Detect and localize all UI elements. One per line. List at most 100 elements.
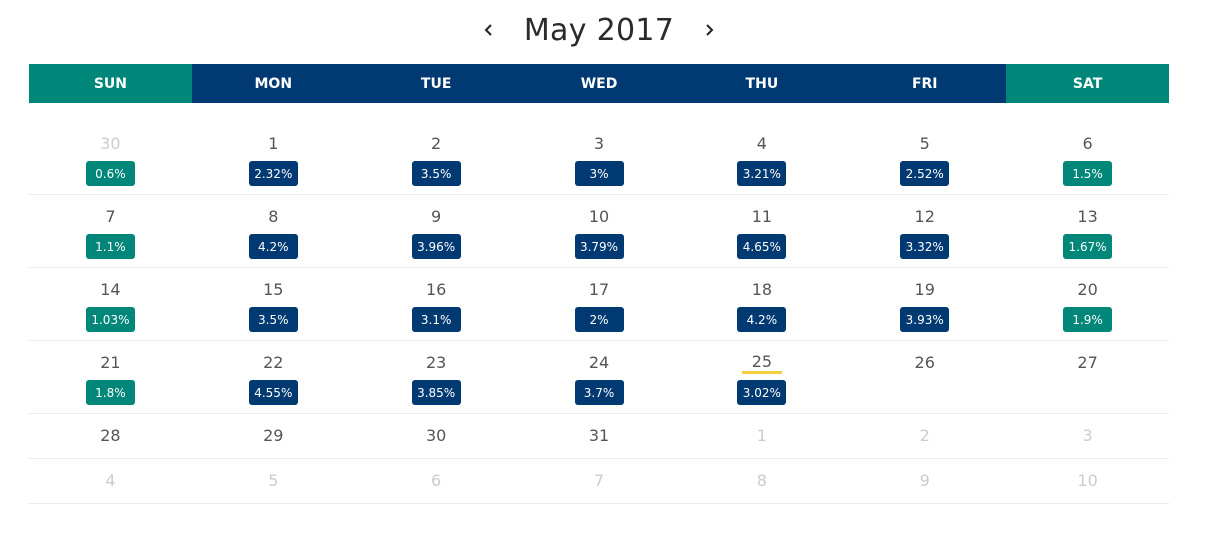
day-number: 31 (588, 426, 610, 445)
day-number: 1 (756, 426, 767, 445)
value-badge[interactable]: 4.2% (248, 234, 298, 259)
value-badge[interactable]: 3% (574, 161, 624, 186)
day-number: 9 (919, 471, 930, 490)
day-cell[interactable]: 21 1.8% (29, 341, 192, 413)
day-number: 8 (756, 471, 767, 490)
day-cell[interactable]: 4 3.21% (680, 122, 843, 194)
value-badge[interactable]: 3.96% (411, 234, 461, 259)
value-badge[interactable]: 3.21% (737, 161, 787, 186)
day-cell[interactable]: 7 (518, 459, 681, 503)
day-cell[interactable]: 15 3.5% (192, 268, 355, 340)
day-cell[interactable]: 8 4.2% (192, 195, 355, 267)
day-number: 20 (1077, 280, 1098, 299)
week-row: 28 29 30 31 1 2 3 (29, 414, 1169, 459)
day-cell[interactable]: 26 (843, 341, 1006, 413)
day-cell[interactable]: 3 (1006, 414, 1169, 458)
day-cell[interactable]: 9 (843, 459, 1006, 503)
day-cell[interactable]: 28 (29, 414, 192, 458)
value-badge[interactable]: 3.79% (574, 234, 624, 259)
day-cell[interactable]: 19 3.93% (843, 268, 1006, 340)
day-cell[interactable]: 1 2.32% (192, 122, 355, 194)
day-cell[interactable]: 2 3.5% (355, 122, 518, 194)
day-cell[interactable]: 17 2% (518, 268, 681, 340)
value-badge[interactable]: 1.67% (1063, 234, 1113, 259)
day-cell[interactable]: 10 (1006, 459, 1169, 503)
day-number: 13 (1077, 207, 1098, 226)
day-number: 5 (268, 471, 279, 490)
day-number: 8 (268, 207, 279, 226)
chevron-left-icon (484, 24, 492, 36)
day-cell[interactable]: 30 0.6% (29, 122, 192, 194)
week-row: 4 5 6 7 8 9 10 (29, 459, 1169, 504)
day-cell[interactable]: 20 1.9% (1006, 268, 1169, 340)
value-badge[interactable]: 3.5% (248, 307, 298, 332)
value-badge[interactable]: 1.1% (85, 234, 135, 259)
weekday-mon: MON (191, 64, 355, 103)
day-cell[interactable]: 5 (192, 459, 355, 503)
day-number: 6 (1082, 134, 1093, 153)
value-badge[interactable]: 3.85% (411, 380, 461, 405)
week-row: 7 1.1% 8 4.2% 9 3.96% 10 3.79% 11 4.65% 12 3.32% 13 1… (29, 195, 1169, 268)
day-cell[interactable]: 29 (192, 414, 355, 458)
value-badge[interactable]: 2% (574, 307, 624, 332)
day-cell[interactable]: 12 3.32% (843, 195, 1006, 267)
value-badge[interactable]: 4.2% (737, 307, 787, 332)
day-cell[interactable]: 30 (355, 414, 518, 458)
value-badge[interactable]: 3.93% (900, 307, 950, 332)
value-badge[interactable]: 3.1% (411, 307, 461, 332)
day-cell[interactable]: 22 4.55% (192, 341, 355, 413)
day-number: 9 (431, 207, 442, 226)
day-cell[interactable]: 2 (843, 414, 1006, 458)
day-cell[interactable]: 10 3.79% (518, 195, 681, 267)
day-cell[interactable]: 18 4.2% (680, 268, 843, 340)
value-badge[interactable]: 2.52% (900, 161, 950, 186)
value-badge[interactable]: 3.5% (411, 161, 461, 186)
day-cell-today[interactable]: 25 3.02% (680, 341, 843, 413)
value-badge[interactable]: 4.55% (248, 380, 298, 405)
day-cell[interactable]: 9 3.96% (355, 195, 518, 267)
day-cell[interactable]: 14 1.03% (29, 268, 192, 340)
prev-month-button[interactable] (474, 15, 504, 45)
value-badge[interactable]: 1.8% (85, 380, 135, 405)
day-number: 10 (1077, 471, 1098, 490)
day-number: 16 (425, 280, 447, 299)
value-badge[interactable]: 1.5% (1063, 161, 1113, 186)
weekday-sun: SUN (29, 64, 192, 103)
value-badge[interactable]: 4.65% (737, 234, 787, 259)
day-number: 2 (431, 134, 442, 153)
value-badge[interactable]: 1.03% (85, 307, 135, 332)
day-number: 4 (756, 134, 767, 153)
value-badge[interactable]: 2.32% (248, 161, 298, 186)
day-cell[interactable]: 24 3.7% (518, 341, 681, 413)
day-cell[interactable]: 4 (29, 459, 192, 503)
day-cell[interactable]: 27 (1006, 341, 1169, 413)
calendar-grid: 30 0.6% 1 2.32% 2 3.5% 3 3% 4 3.21% 5 2.52% 6 1.5% 7 1.… (29, 122, 1169, 504)
day-cell[interactable]: 6 1.5% (1006, 122, 1169, 194)
day-number: 14 (100, 280, 121, 299)
day-cell[interactable]: 1 (680, 414, 843, 458)
day-cell[interactable]: 6 (355, 459, 518, 503)
day-cell[interactable]: 7 1.1% (29, 195, 192, 267)
day-number: 11 (751, 207, 773, 226)
value-badge[interactable]: 3.7% (574, 380, 624, 405)
day-number: 27 (1077, 353, 1098, 372)
day-cell[interactable]: 31 (518, 414, 681, 458)
day-cell[interactable]: 3 3% (518, 122, 681, 194)
day-cell[interactable]: 13 1.67% (1006, 195, 1169, 267)
value-badge[interactable]: 3.32% (900, 234, 950, 259)
day-cell[interactable]: 8 (680, 459, 843, 503)
value-badge[interactable]: 1.9% (1063, 307, 1113, 332)
day-number: 18 (751, 280, 773, 299)
day-number: 6 (431, 471, 442, 490)
day-cell[interactable]: 16 3.1% (355, 268, 518, 340)
day-number: 5 (919, 134, 930, 153)
day-number: 28 (100, 426, 121, 445)
day-cell[interactable]: 23 3.85% (355, 341, 518, 413)
month-title: May 2017 (523, 12, 675, 48)
value-badge[interactable]: 0.6% (85, 161, 135, 186)
next-month-button[interactable] (694, 15, 724, 45)
day-cell[interactable]: 5 2.52% (843, 122, 1006, 194)
value-badge[interactable]: 3.02% (737, 380, 787, 405)
day-cell[interactable]: 11 4.65% (680, 195, 843, 267)
day-number: 7 (593, 471, 605, 490)
